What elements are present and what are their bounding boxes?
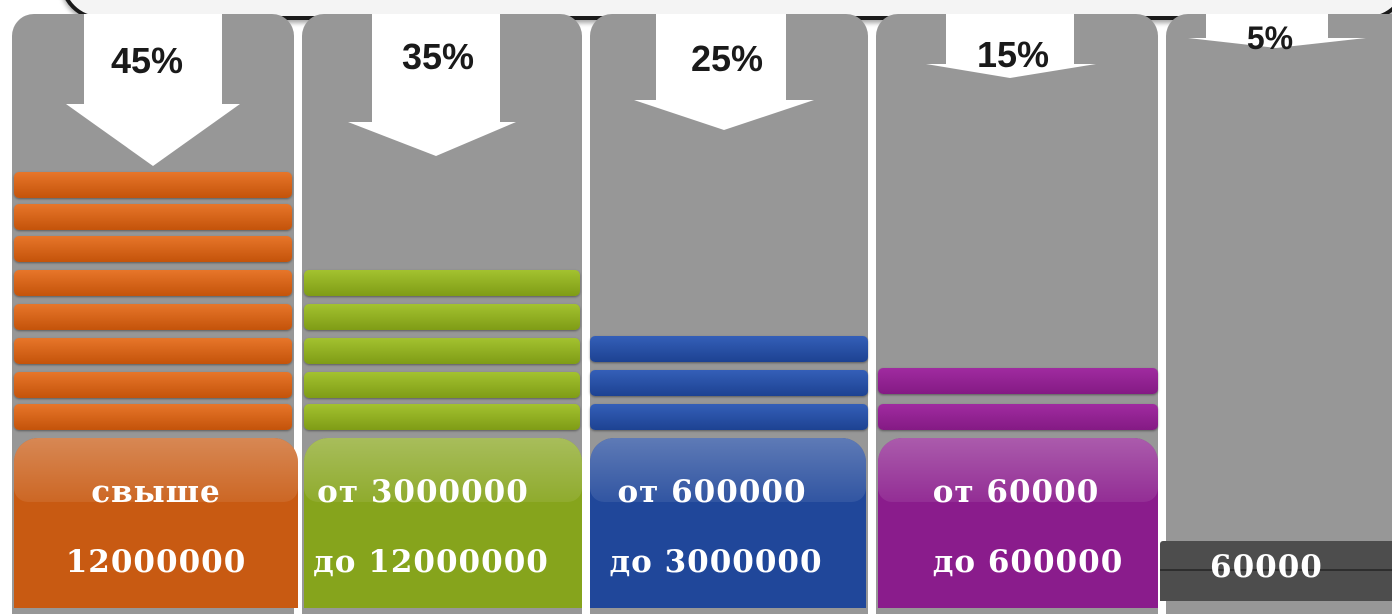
column-5-label: 60000 (1160, 541, 1392, 601)
label-gloss (590, 438, 866, 502)
column-3-label-line2: до 3000000 (609, 544, 823, 580)
bar-segment (14, 236, 292, 262)
column-4-label-line1: от 60000 (932, 474, 1100, 510)
column-4-label-line2: до 600000 (932, 544, 1124, 580)
bar-segment (304, 270, 580, 296)
arrow-down-icon (66, 14, 240, 166)
bar-segment (878, 368, 1158, 394)
column-2: 35% от 3000000 до 12000000 (302, 14, 582, 614)
column-5-percent: 5% (1246, 20, 1294, 56)
bar-segment (14, 172, 292, 198)
arrow-down-icon (1188, 14, 1366, 48)
tax-rate-diagram: 45% свыше 12000000 35% (12, 0, 1392, 614)
label-gloss (14, 438, 298, 502)
column-2-percent: 35% (401, 36, 475, 77)
column-5-label-value: 60000 (1210, 549, 1323, 585)
bar-segment (590, 404, 868, 430)
column-1-percent: 45% (110, 40, 184, 81)
column-2-label-line1: от 3000000 (317, 474, 529, 510)
column-1: 45% свыше 12000000 (12, 14, 298, 614)
column-1-label-line1: свыше (91, 474, 221, 510)
bar-segment (14, 338, 292, 364)
bar-segment (878, 404, 1158, 430)
label-gloss (304, 438, 582, 502)
column-5: 5% (1166, 14, 1392, 614)
column-2-label: от 3000000 до 12000000 (304, 438, 582, 608)
bar-segment (14, 270, 292, 296)
bar-segment (304, 404, 580, 430)
column-3-label-line1: от 600000 (617, 474, 807, 510)
column-1-label-line2: 12000000 (65, 544, 247, 580)
arrow-down-icon (634, 14, 814, 130)
arrow-down-icon (926, 14, 1096, 78)
bar-segment (590, 336, 868, 362)
bar-segment (304, 338, 580, 364)
bar-segment (304, 372, 580, 398)
bar-segment (14, 372, 292, 398)
bar-segment (14, 404, 292, 430)
column-2-label-line2: до 12000000 (313, 544, 549, 580)
bar-segment (590, 370, 868, 396)
column-4-label: от 60000 до 600000 (878, 438, 1158, 608)
column-4-percent: 15% (976, 34, 1050, 75)
column-4: 15% от 60000 до 600000 (876, 14, 1158, 614)
column-3-label: от 600000 до 3000000 (590, 438, 866, 608)
column-3: 25% от 600000 до 3000000 (590, 14, 868, 614)
label-divider (1160, 569, 1392, 571)
column-3-percent: 25% (690, 38, 764, 79)
bar-segment (14, 304, 292, 330)
label-gloss (878, 438, 1158, 502)
arrow-down-icon (348, 14, 516, 156)
bar-segment (14, 204, 292, 230)
bar-segment (304, 304, 580, 330)
column-1-label: свыше 12000000 (14, 438, 298, 608)
